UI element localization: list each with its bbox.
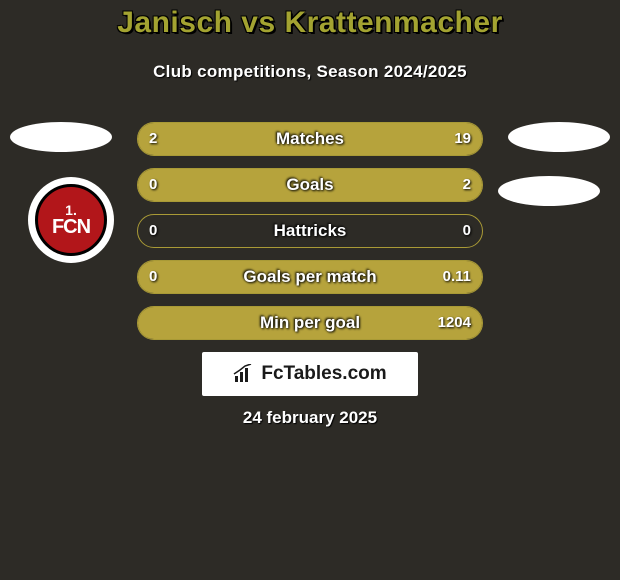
stat-label: Matches bbox=[137, 122, 483, 156]
stat-label: Hattricks bbox=[137, 214, 483, 248]
stat-row: Min per goal1204 bbox=[137, 306, 483, 340]
stat-value-right: 0 bbox=[463, 214, 471, 248]
stat-value-right: 19 bbox=[454, 122, 471, 156]
stat-label: Goals per match bbox=[137, 260, 483, 294]
stat-row: 0Goals per match0.11 bbox=[137, 260, 483, 294]
stat-label: Min per goal bbox=[137, 306, 483, 340]
stat-row: 2Matches19 bbox=[137, 122, 483, 156]
logo-text: FcTables.com bbox=[261, 363, 386, 385]
club-right-placeholder bbox=[498, 176, 600, 206]
stat-value-right: 1204 bbox=[438, 306, 471, 340]
comparison-card: Janisch vs Krattenmacher Club competitio… bbox=[0, 0, 620, 580]
club-left-badge: 1. FCN bbox=[28, 177, 114, 263]
stat-row: 0Hattricks0 bbox=[137, 214, 483, 248]
player-right-avatar-placeholder bbox=[508, 122, 610, 152]
bar-chart-icon bbox=[233, 364, 255, 384]
fcn-logo: 1. FCN bbox=[35, 184, 107, 256]
subtitle: Club competitions, Season 2024/2025 bbox=[0, 62, 620, 82]
stat-row: 0Goals2 bbox=[137, 168, 483, 202]
page-title: Janisch vs Krattenmacher bbox=[0, 6, 620, 40]
player-left-avatar-placeholder bbox=[10, 122, 112, 152]
date-label: 24 february 2025 bbox=[0, 408, 620, 428]
club-badge-line2: FCN bbox=[52, 217, 90, 237]
stat-label: Goals bbox=[137, 168, 483, 202]
stat-value-right: 2 bbox=[463, 168, 471, 202]
fctables-logo[interactable]: FcTables.com bbox=[202, 352, 418, 396]
stat-bars: 2Matches190Goals20Hattricks00Goals per m… bbox=[137, 122, 483, 352]
club-badge-line1: 1. bbox=[65, 203, 77, 217]
stat-value-right: 0.11 bbox=[443, 260, 471, 294]
